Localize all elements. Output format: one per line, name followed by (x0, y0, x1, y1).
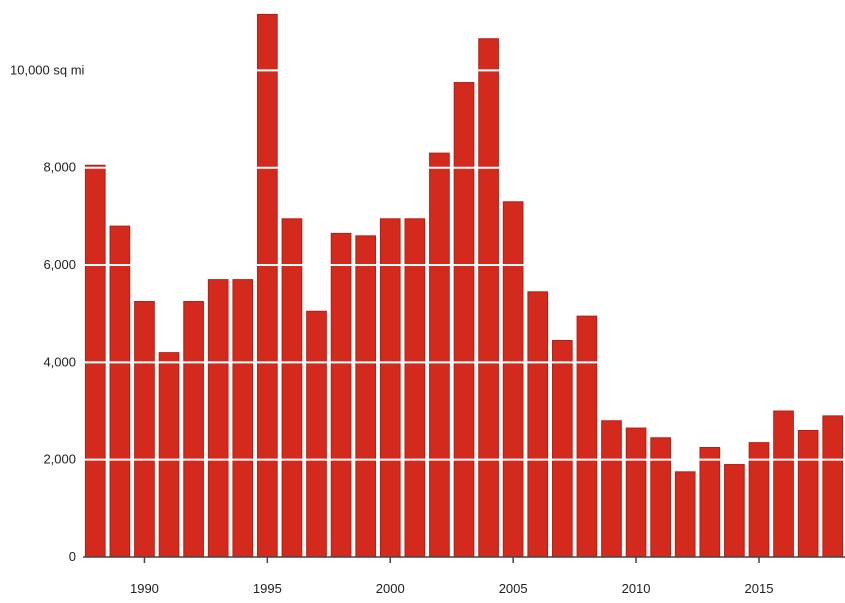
bar-2001 (404, 218, 426, 558)
bar-1998 (330, 232, 352, 558)
bars-layer (84, 13, 844, 558)
x-tick-label-1990: 1990 (130, 581, 159, 596)
bar-2010 (625, 427, 647, 558)
bar-2011 (650, 437, 671, 558)
bar-2007 (551, 339, 573, 558)
bar-2014 (724, 464, 745, 558)
bar-2012 (674, 471, 696, 558)
y-tick-label-0: 0 (69, 549, 76, 564)
y-tick-label-2000: 2,000 (43, 452, 76, 467)
bar-2005 (502, 201, 524, 558)
bar-2008 (576, 315, 598, 558)
y-tick-label-6000: 6,000 (43, 257, 76, 272)
bar-2002 (429, 152, 450, 558)
bar-1997 (306, 310, 327, 558)
gridlines-layer (83, 69, 845, 461)
bar-2000 (379, 218, 401, 558)
bar-2016 (773, 410, 794, 558)
y-tick-label-4000: 4,000 (43, 354, 76, 369)
bar-1991 (158, 352, 180, 558)
bar-2017 (797, 429, 819, 558)
bar-2009 (601, 420, 622, 558)
bar-1990 (134, 301, 155, 558)
bar-1993 (207, 279, 229, 558)
bar-2006 (527, 291, 549, 558)
bar-2018 (822, 415, 844, 558)
bar-2003 (453, 82, 475, 558)
y-tick-label-10000: 10,000 sq mi (10, 62, 85, 77)
y-tick-labels: 0 2,000 4,000 6,000 8,000 10,000 sq mi (10, 62, 85, 564)
x-tick-label-2005: 2005 (499, 581, 528, 596)
x-tick-label-2015: 2015 (745, 581, 774, 596)
x-tick-label-1995: 1995 (253, 581, 282, 596)
bar-1999 (355, 235, 377, 558)
y-tick-label-8000: 8,000 (43, 160, 76, 175)
bar-1996 (281, 218, 303, 558)
x-tick-label-2010: 2010 (622, 581, 651, 596)
bar-1995 (257, 13, 278, 558)
bar-2004 (478, 38, 499, 558)
axis-layer (83, 556, 845, 563)
x-tick-labels: 1990 1995 2000 2005 2010 2015 (130, 581, 773, 596)
bar-1994 (232, 279, 254, 558)
bar-1988 (84, 164, 106, 558)
bar-1989 (109, 225, 131, 558)
bar-1992 (183, 301, 204, 558)
x-tick-label-2000: 2000 (376, 581, 405, 596)
bar-2013 (699, 447, 721, 558)
